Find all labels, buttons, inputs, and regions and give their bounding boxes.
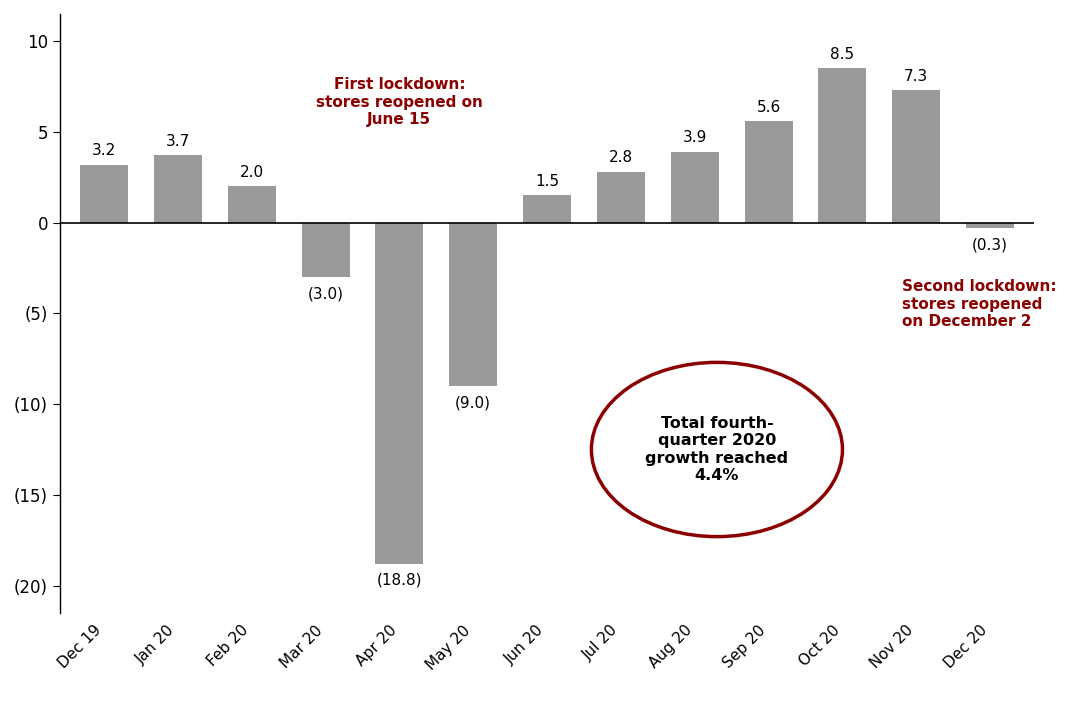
Text: Second lockdown:
stores reopened
on December 2: Second lockdown: stores reopened on Dece… bbox=[902, 280, 1056, 329]
Bar bbox=[81, 164, 128, 223]
Text: First lockdown:
stores reopened on
June 15: First lockdown: stores reopened on June … bbox=[316, 77, 483, 127]
Text: 3.7: 3.7 bbox=[165, 134, 190, 149]
Bar bbox=[597, 172, 645, 223]
Bar bbox=[449, 223, 497, 386]
Bar bbox=[375, 223, 423, 564]
Bar bbox=[892, 90, 940, 223]
Text: 5.6: 5.6 bbox=[756, 99, 781, 115]
Text: 2.8: 2.8 bbox=[609, 151, 633, 165]
Text: 2.0: 2.0 bbox=[239, 165, 263, 180]
Bar bbox=[744, 121, 793, 223]
Text: Total fourth-
quarter 2020
growth reached
4.4%: Total fourth- quarter 2020 growth reache… bbox=[645, 416, 789, 483]
Bar bbox=[966, 223, 1014, 228]
Bar bbox=[227, 186, 275, 223]
Bar bbox=[818, 68, 866, 223]
Bar bbox=[671, 152, 719, 223]
Bar bbox=[301, 223, 349, 277]
Text: 7.3: 7.3 bbox=[904, 68, 928, 84]
Text: 3.9: 3.9 bbox=[682, 131, 707, 146]
Text: (9.0): (9.0) bbox=[455, 395, 492, 410]
Text: (0.3): (0.3) bbox=[973, 237, 1009, 252]
Text: 3.2: 3.2 bbox=[91, 143, 116, 158]
Text: 1.5: 1.5 bbox=[535, 174, 559, 189]
Text: 8.5: 8.5 bbox=[830, 47, 854, 62]
Text: (18.8): (18.8) bbox=[376, 573, 422, 588]
Text: (3.0): (3.0) bbox=[308, 286, 344, 301]
Bar bbox=[153, 156, 202, 223]
Bar bbox=[523, 195, 571, 223]
